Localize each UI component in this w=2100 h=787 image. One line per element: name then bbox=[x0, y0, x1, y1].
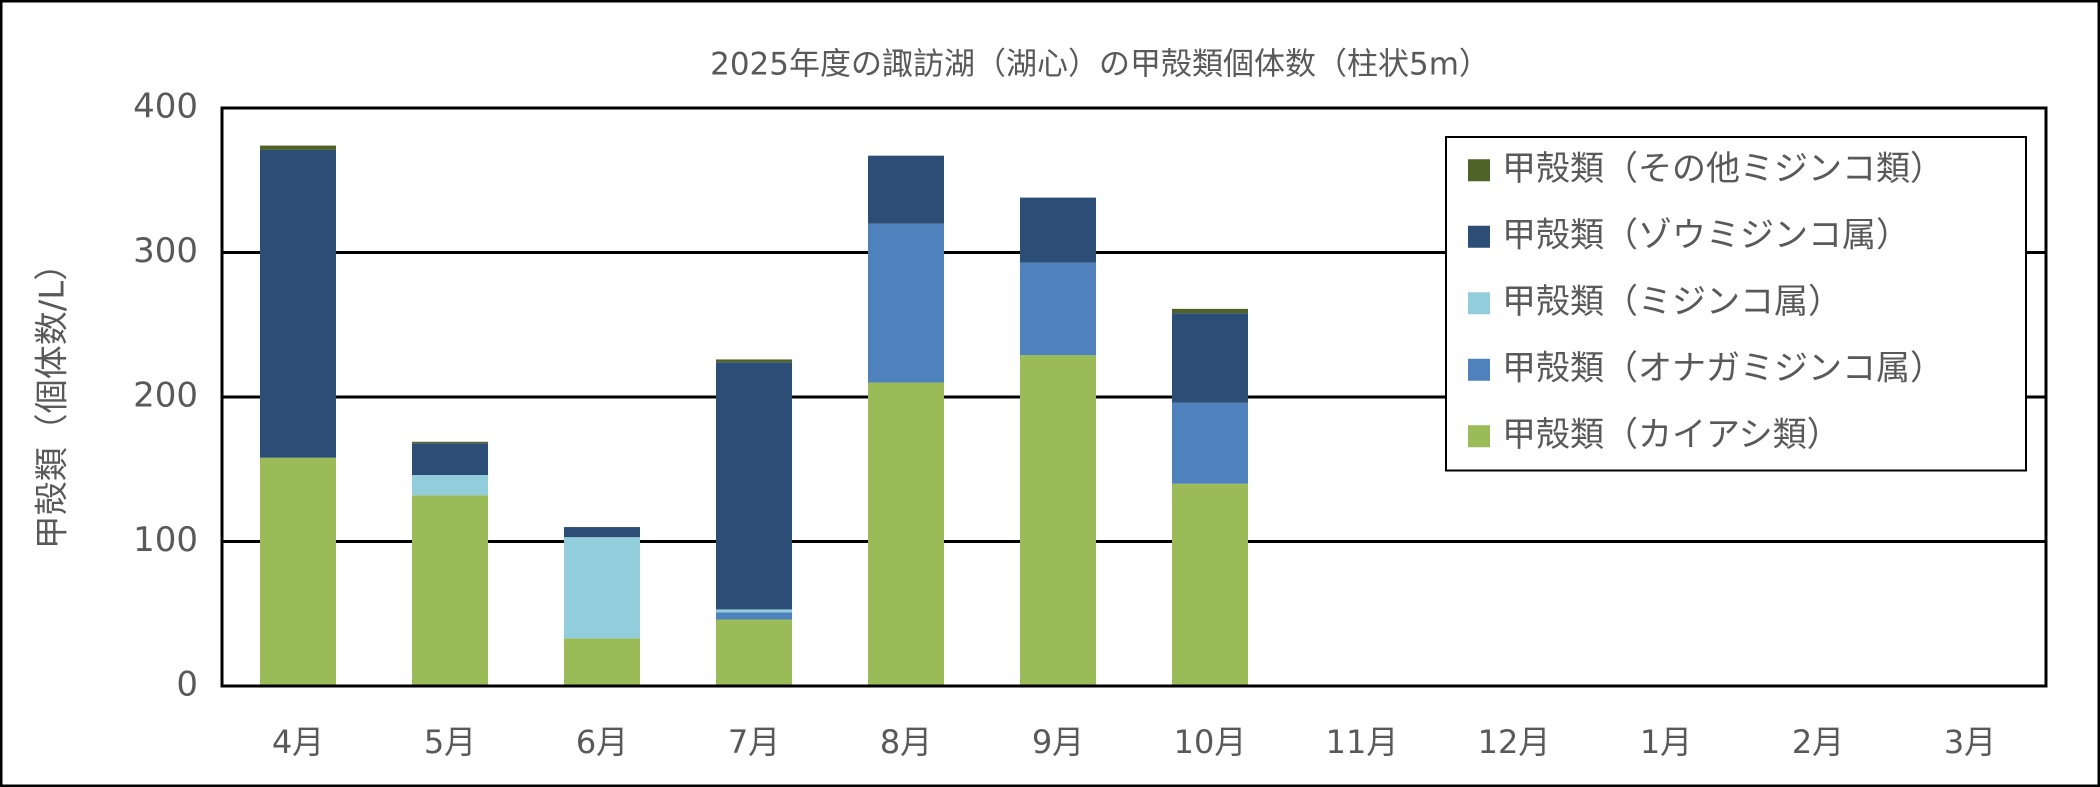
legend-label: 甲殻類（ゾウミジンコ属） bbox=[1502, 215, 1910, 255]
x-tick-label: 9月 bbox=[1032, 723, 1084, 761]
legend-swatch bbox=[1468, 159, 1490, 182]
bar-segment bbox=[716, 609, 792, 613]
x-tick-label: 7月 bbox=[728, 723, 780, 761]
bar-segment bbox=[716, 612, 792, 620]
legend-swatch bbox=[1468, 358, 1490, 381]
x-tick-label: 5月 bbox=[424, 723, 476, 761]
bar-segment bbox=[868, 223, 944, 383]
bar-segment bbox=[1172, 402, 1248, 484]
bar-segment bbox=[412, 441, 488, 444]
bar-segment bbox=[564, 527, 640, 538]
y-tick-label: 300 bbox=[133, 231, 198, 271]
y-tick-label: 100 bbox=[133, 520, 198, 560]
x-tick-label: 2月 bbox=[1792, 723, 1844, 761]
bar-segment bbox=[564, 638, 640, 686]
bar-segment bbox=[412, 443, 488, 476]
bar-segment bbox=[1020, 197, 1096, 263]
y-tick-label: 400 bbox=[133, 87, 198, 127]
legend-label: 甲殻類（ミジンコ属） bbox=[1502, 282, 1842, 322]
legend-swatch bbox=[1468, 225, 1490, 248]
bar-segment bbox=[716, 619, 792, 686]
bar-segment bbox=[260, 145, 336, 150]
legend-label: 甲殻類（カイアシ類） bbox=[1502, 415, 1841, 455]
plot-border bbox=[220, 106, 2048, 688]
bar-segment bbox=[412, 495, 488, 686]
bar-segment bbox=[412, 475, 488, 496]
bar-segment bbox=[1172, 313, 1248, 403]
x-tick-label: 10月 bbox=[1174, 723, 1247, 761]
bar-segment bbox=[716, 362, 792, 610]
bar-segment bbox=[260, 457, 336, 686]
bar-segment bbox=[260, 149, 336, 458]
y-axis-label: 甲殻類（個体数/L） bbox=[33, 247, 73, 549]
bar-segment bbox=[564, 537, 640, 639]
x-tick-label: 8月 bbox=[880, 723, 932, 761]
x-tick-label: 1月 bbox=[1640, 723, 1692, 761]
bar-segment bbox=[716, 359, 792, 363]
legend-swatch bbox=[1468, 292, 1490, 315]
legend-box bbox=[1445, 136, 2027, 472]
x-tick-label: 3月 bbox=[1944, 723, 1996, 761]
legend-swatch bbox=[1468, 425, 1490, 448]
bar-segment bbox=[1020, 355, 1096, 686]
y-tick-label: 0 bbox=[176, 665, 198, 705]
chart-title: 2025年度の諏訪湖（湖心）の甲殻類個体数（柱状5m） bbox=[710, 47, 1490, 83]
bar-segment bbox=[868, 155, 944, 224]
bar-segment bbox=[1172, 308, 1248, 314]
y-tick-label: 200 bbox=[133, 376, 198, 416]
x-tick-label: 11月 bbox=[1326, 723, 1399, 761]
legend-label: 甲殻類（オナガミジンコ属） bbox=[1502, 348, 1944, 388]
legend-label: 甲殻類（その他ミジンコ類） bbox=[1502, 149, 1944, 189]
bar-segment bbox=[868, 382, 944, 686]
bar-segment bbox=[1172, 483, 1248, 686]
x-tick-label: 12月 bbox=[1478, 723, 1551, 761]
x-tick-label: 4月 bbox=[272, 723, 324, 761]
x-tick-label: 6月 bbox=[576, 723, 628, 761]
bar-segment bbox=[1020, 262, 1096, 356]
